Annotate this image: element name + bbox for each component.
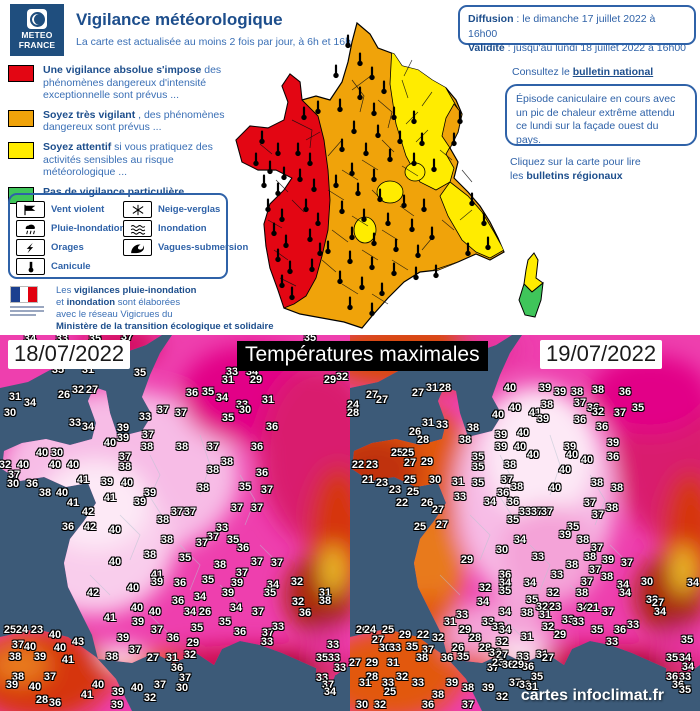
ministry-logo bbox=[10, 286, 50, 318]
phenomenon-label: Pluie-Inondation bbox=[51, 223, 126, 234]
phenomenon-label: Neige-verglas bbox=[158, 204, 221, 215]
wind-icon bbox=[16, 201, 45, 218]
page-subtitle: La carte est actualisée au moins 2 fois … bbox=[76, 36, 354, 48]
diffusion-value: : le dimanche 17 juillet 2022 à 16h00 bbox=[468, 13, 656, 40]
phenomenon-label: Inondation bbox=[158, 223, 207, 234]
phenomenon-item: Neige-verglas bbox=[123, 200, 228, 219]
page-title: Vigilance météorologique bbox=[76, 10, 283, 29]
vigilance-section: METEO FRANCE Vigilance météorologique La … bbox=[0, 0, 700, 335]
phenomenon-label: Vagues-submersion bbox=[158, 242, 249, 253]
phenomenon-item: Vagues-submersion bbox=[123, 238, 248, 257]
meteo-france-logo: METEO FRANCE bbox=[10, 4, 64, 56]
temp-map-right bbox=[350, 335, 700, 711]
phenomenon-label: Canicule bbox=[51, 261, 91, 272]
phenomenon-label: Orages bbox=[51, 242, 84, 253]
dept-borders bbox=[439, 434, 631, 636]
red-zone-west bbox=[236, 73, 331, 309]
vigicrues-footer: Les vigilances pluie-inondation et inonda… bbox=[56, 285, 274, 332]
vigilance-level-text: Soyez attentif si vous pratiquez des act… bbox=[43, 140, 213, 179]
rain-icon bbox=[16, 220, 45, 237]
phenomenon-item: Vent violent bbox=[16, 200, 121, 219]
vigilance-level-row: Une vigilance absolue s'impose des phéno… bbox=[8, 64, 233, 102]
vigilance-levels-legend: Une vigilance absolue s'impose des phéno… bbox=[8, 64, 233, 211]
vigilance-color-swatch bbox=[8, 65, 34, 82]
issue-box: Diffusion : le dimanche 17 juillet 2022 … bbox=[458, 5, 696, 54]
phenomenon-label: Vent violent bbox=[51, 204, 105, 215]
snow-icon bbox=[123, 201, 152, 218]
vigilance-level-text: Une vigilance absolue s'impose des phéno… bbox=[43, 64, 222, 102]
orange-zone-alsace bbox=[441, 103, 463, 149]
vigilance-level-row: Soyez attentif si vous pratiquez des act… bbox=[8, 141, 233, 179]
validite-label: Validité bbox=[468, 42, 505, 55]
phenomena-legend: Vent violent Neige-verglas Pluie-Inondatio… bbox=[8, 193, 248, 279]
infoclimat-watermark: cartes infoclimat.fr bbox=[520, 687, 664, 704]
phenomenon-item: Pluie-Inondation bbox=[16, 219, 125, 238]
temp-map-left bbox=[0, 335, 350, 711]
yellow-zone-northeast bbox=[389, 45, 463, 191]
logo-france: FRANCE bbox=[18, 39, 56, 50]
temp-map-title: Températures maximales bbox=[237, 341, 488, 371]
bulletins-regionaux-hint: Cliquez sur la carte pour lire les bullet… bbox=[510, 156, 641, 182]
episode-notice: Épisode caniculaire en cours avec un pic… bbox=[505, 84, 697, 146]
vigilance-level-text: Soyez très vigilant , des phénomènes dan… bbox=[43, 108, 225, 134]
corsica-south bbox=[518, 281, 544, 318]
date-left: 18/07/2022 bbox=[8, 340, 131, 369]
vigilance-level-row: Soyez très vigilant , des phénomènes dan… bbox=[8, 109, 233, 134]
vigilance-color-swatch bbox=[8, 141, 34, 159]
heat-icon bbox=[16, 258, 45, 275]
meteo-france-logo-icon bbox=[27, 9, 47, 29]
flood-icon bbox=[123, 220, 152, 237]
waves-icon bbox=[123, 239, 152, 256]
storm-icon bbox=[16, 239, 45, 256]
phenomenon-item: Orages bbox=[16, 238, 121, 257]
validite-value: : jusqu'au lundi 18 juillet 2022 à 16h00 bbox=[504, 42, 686, 55]
phenomenon-item: Canicule bbox=[16, 257, 121, 276]
dept-borders bbox=[89, 434, 281, 636]
bulletin-national-link[interactable]: Consultez le bulletin national bbox=[512, 66, 654, 78]
diffusion-label: Diffusion bbox=[468, 13, 514, 25]
vigilance-color-swatch bbox=[8, 109, 34, 127]
date-right: 19/07/2022 bbox=[540, 340, 663, 369]
french-flag-icon bbox=[10, 286, 38, 303]
vigilance-map[interactable] bbox=[232, 20, 567, 332]
temperature-maps-section: 3433353735363733353135333435323129293126… bbox=[0, 335, 700, 711]
phenomenon-item: Inondation bbox=[123, 219, 228, 238]
logo-meteo: METEO bbox=[21, 30, 53, 40]
